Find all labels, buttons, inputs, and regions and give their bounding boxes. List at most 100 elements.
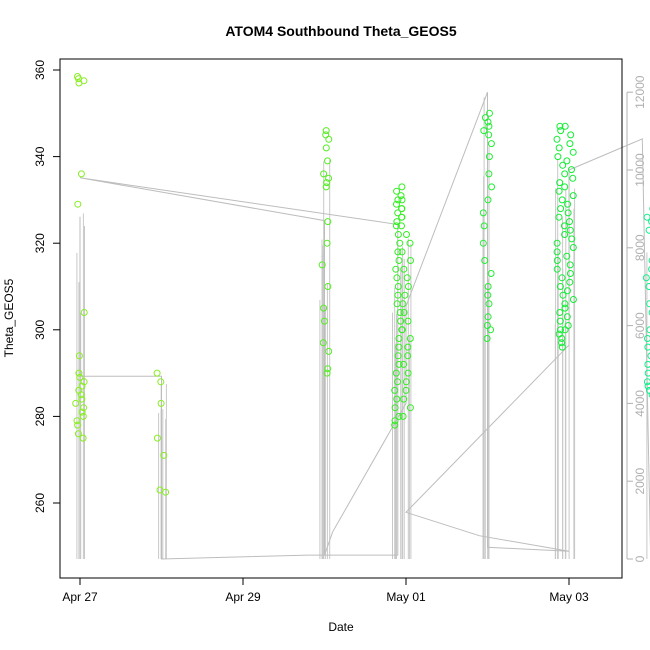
data-point	[644, 360, 650, 368]
data-point	[77, 391, 85, 399]
right-tick-label: 2000	[633, 468, 647, 495]
data-point	[558, 335, 566, 342]
data-point	[399, 300, 407, 308]
data-point	[319, 339, 327, 347]
data-point	[404, 283, 412, 290]
data-point	[563, 313, 571, 321]
data-point	[484, 313, 492, 321]
data-point	[569, 148, 577, 156]
data-point	[391, 404, 399, 412]
data-point	[564, 209, 572, 217]
data-point	[153, 369, 161, 377]
right-tick-label: 12000	[633, 75, 647, 109]
data-point	[157, 399, 165, 407]
data-point	[485, 170, 493, 178]
data-point	[561, 122, 569, 130]
data-point	[324, 157, 331, 165]
data-point	[485, 300, 493, 308]
data-point	[561, 183, 569, 191]
data-point	[483, 335, 491, 342]
data-point	[556, 122, 564, 130]
data-point	[553, 135, 561, 143]
data-point	[402, 386, 410, 394]
data-point	[400, 265, 408, 273]
data-point	[644, 369, 650, 377]
data-point	[391, 417, 399, 425]
data-point	[400, 309, 408, 316]
data-point	[569, 174, 577, 182]
data-point	[396, 309, 404, 316]
data-point	[153, 434, 161, 442]
data-point	[481, 257, 489, 264]
data-point	[400, 395, 408, 403]
data-point	[559, 291, 567, 299]
data-point	[77, 170, 85, 178]
data-point	[318, 261, 326, 269]
data-point	[642, 274, 650, 282]
data-point	[397, 192, 405, 200]
data-point	[395, 412, 403, 420]
data-point	[398, 205, 406, 213]
data-point	[485, 131, 493, 139]
x-axis-label: Date	[328, 620, 354, 634]
flight-track-line	[79, 92, 650, 560]
data-point	[564, 200, 572, 208]
data-point	[643, 213, 650, 221]
data-point	[80, 378, 88, 386]
data-point	[78, 395, 86, 403]
data-point	[558, 343, 566, 351]
data-point	[554, 153, 562, 161]
data-point	[648, 266, 650, 273]
data-point	[74, 200, 82, 208]
data-point	[74, 421, 82, 429]
data-point	[479, 239, 487, 247]
data-point	[398, 213, 406, 221]
y-tick-label: 340	[33, 146, 47, 166]
data-point	[392, 369, 400, 377]
x-tick-label: May 03	[549, 590, 589, 604]
data-point	[80, 309, 88, 316]
data-point	[73, 417, 81, 425]
data-point	[324, 365, 332, 373]
data-point	[325, 347, 333, 355]
data-point	[648, 257, 650, 264]
data-point	[403, 231, 410, 238]
data-point	[561, 170, 569, 178]
data-point	[561, 300, 569, 308]
data-point	[558, 339, 566, 347]
data-point	[647, 352, 650, 360]
data-point	[566, 226, 574, 234]
data-point	[320, 170, 328, 178]
data-point	[644, 343, 650, 351]
data-point	[569, 244, 577, 251]
data-point	[75, 352, 83, 360]
data-point	[484, 196, 492, 204]
data-point	[394, 196, 402, 204]
data-point	[322, 144, 330, 152]
data-point	[558, 274, 566, 282]
data-point	[561, 326, 569, 334]
data-point	[320, 304, 328, 312]
data-point	[643, 378, 650, 386]
data-point	[322, 183, 330, 191]
data-point	[485, 122, 493, 130]
data-point	[561, 304, 569, 312]
data-point	[322, 127, 330, 135]
data-point	[393, 187, 401, 195]
data-point	[393, 274, 401, 282]
data-point	[403, 274, 411, 282]
data-point	[79, 434, 87, 442]
flight-track	[79, 92, 650, 560]
data-point	[644, 335, 650, 342]
data-point	[79, 412, 87, 420]
data-point	[566, 270, 574, 277]
data-point	[566, 261, 574, 269]
data-point	[553, 265, 561, 273]
data-point	[567, 131, 575, 139]
data-point	[569, 296, 577, 303]
data-point	[569, 192, 577, 200]
data-point	[555, 144, 563, 152]
data-point	[74, 73, 81, 80]
data-point	[485, 153, 493, 161]
data-point	[557, 127, 565, 135]
